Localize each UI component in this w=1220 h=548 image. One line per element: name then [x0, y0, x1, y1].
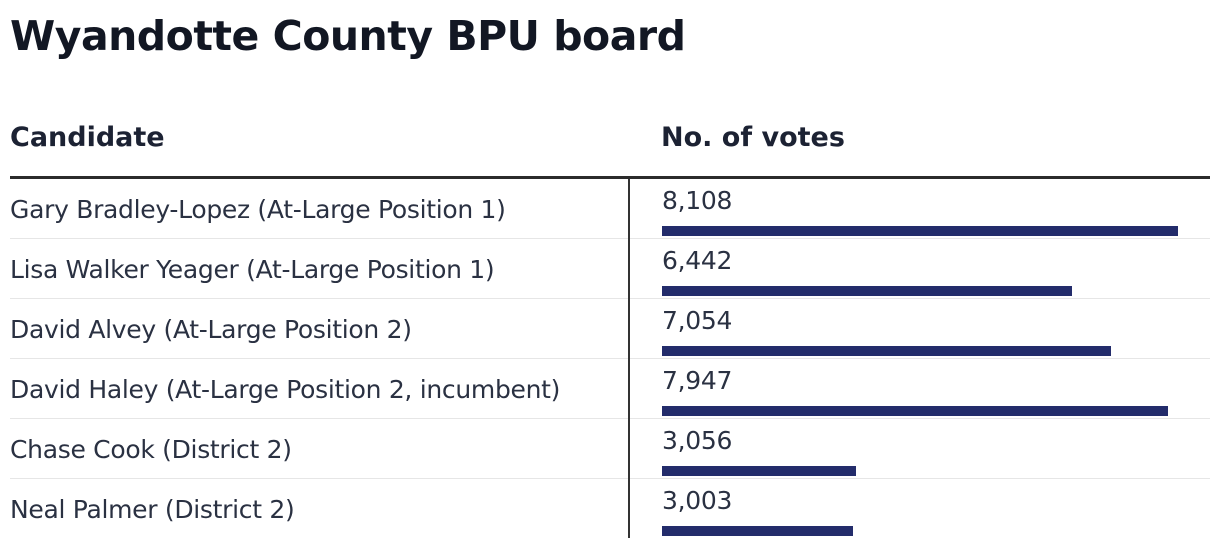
table-row: Gary Bradley-Lopez (At-Large Position 1)…: [10, 179, 1210, 239]
candidate-name: Lisa Walker Yeager (At-Large Position 1): [10, 255, 495, 284]
candidate-name: David Alvey (At-Large Position 2): [10, 315, 412, 344]
vote-bar: [662, 226, 1178, 236]
vote-count: 7,054: [662, 306, 733, 335]
table-row: David Alvey (At-Large Position 2) 7,054: [10, 299, 1210, 359]
table-row: Chase Cook (District 2) 3,056: [10, 419, 1210, 479]
header-divider: [10, 176, 1210, 179]
candidate-name: Chase Cook (District 2): [10, 435, 292, 464]
candidate-name: Gary Bradley-Lopez (At-Large Position 1): [10, 195, 506, 224]
header-candidate: Candidate: [10, 122, 165, 153]
column-divider: [628, 179, 630, 538]
vote-bar: [662, 526, 854, 536]
table-row: Lisa Walker Yeager (At-Large Position 1)…: [10, 239, 1210, 299]
vote-bar: [662, 286, 1072, 296]
results-table: Gary Bradley-Lopez (At-Large Position 1)…: [10, 179, 1210, 538]
table-row: David Haley (At-Large Position 2, incumb…: [10, 359, 1210, 419]
vote-count: 3,056: [662, 426, 733, 455]
vote-count: 8,108: [662, 186, 733, 215]
vote-count: 7,947: [662, 366, 733, 395]
chart-title: Wyandotte County BPU board: [10, 12, 686, 60]
vote-bar: [662, 346, 1111, 356]
vote-bar: [662, 406, 1168, 416]
vote-count: 6,442: [662, 246, 733, 275]
vote-bar: [662, 466, 857, 476]
vote-count: 3,003: [662, 486, 733, 515]
candidate-name: Neal Palmer (District 2): [10, 495, 295, 524]
candidate-name: David Haley (At-Large Position 2, incumb…: [10, 375, 561, 404]
table-row: Neal Palmer (District 2) 3,003: [10, 479, 1210, 538]
header-votes: No. of votes: [661, 122, 845, 153]
